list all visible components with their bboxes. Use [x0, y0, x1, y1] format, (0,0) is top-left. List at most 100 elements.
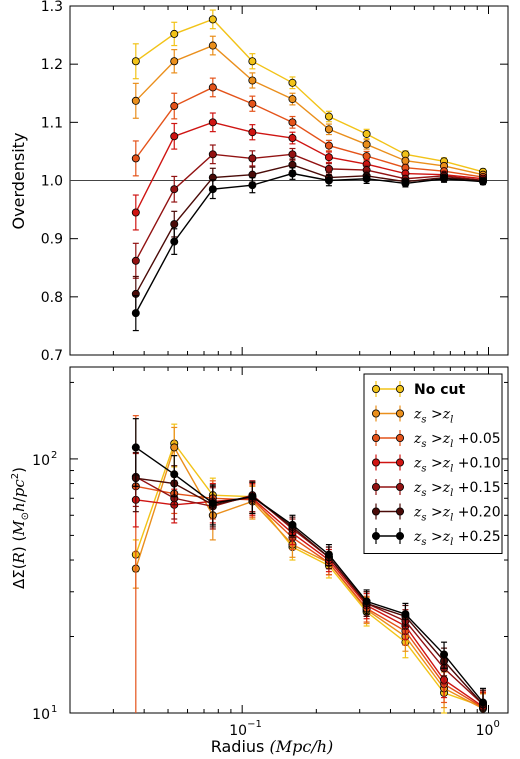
x-tick-exponent: 0 — [493, 719, 499, 730]
data-point — [131, 443, 140, 452]
top-ylabel: Overdensity — [9, 133, 28, 230]
legend-label-part: z — [413, 456, 422, 472]
series-line — [135, 442, 484, 708]
data-point — [248, 492, 257, 501]
legend-label-part: s — [421, 464, 426, 475]
legend-marker — [395, 507, 404, 516]
legend-label-part: s — [421, 488, 426, 499]
legend-label-part: s — [421, 415, 426, 426]
legend-label-part: z — [442, 407, 451, 423]
legend-marker — [371, 482, 380, 491]
legend-label-part: +0.20 — [453, 505, 500, 521]
data-point — [401, 179, 410, 188]
x-tick-label: 10 — [476, 723, 494, 739]
legend-marker — [395, 384, 404, 393]
legend-label-part: > — [427, 456, 443, 472]
legend-label: zs >zl — [413, 407, 453, 426]
y-tick-exponent: 2 — [51, 450, 57, 461]
data-point — [208, 150, 217, 159]
legend-item: zs >zl +0.15 — [371, 479, 501, 499]
legend-label-part: +0.10 — [453, 456, 500, 472]
x-tick-exponent: −1 — [247, 719, 262, 730]
data-point — [324, 550, 333, 559]
legend-label-part: s — [421, 513, 426, 524]
overdensity-panel: 0.7 0.8 0.9 1.0 1.1 1.2 1.3 — [41, 0, 509, 364]
data-point — [208, 118, 217, 127]
legend-marker — [371, 433, 380, 442]
series-6 — [131, 158, 488, 312]
legend-label-part: > — [427, 431, 443, 447]
legend-label-part: z — [413, 529, 422, 545]
data-point — [131, 57, 140, 66]
legend-label: zs >zl +0.25 — [413, 529, 501, 548]
legend-label: zs >zl +0.10 — [413, 456, 501, 475]
legend-item: zs >zl +0.05 — [371, 430, 501, 450]
data-point — [288, 169, 297, 178]
data-point — [288, 78, 297, 87]
legend-marker — [371, 384, 380, 393]
data-point — [170, 220, 179, 229]
data-point — [208, 185, 217, 194]
data-point — [324, 164, 333, 173]
data-point — [170, 29, 179, 38]
data-point — [440, 174, 449, 183]
series-line — [135, 18, 484, 173]
data-point — [131, 208, 140, 217]
data-point — [131, 96, 140, 105]
data-point — [170, 132, 179, 141]
data-point — [362, 129, 371, 138]
legend-marker — [395, 433, 404, 442]
legend-label-part: s — [421, 537, 426, 548]
data-point — [288, 118, 297, 127]
data-point — [170, 57, 179, 66]
data-point — [440, 650, 449, 659]
data-point — [131, 154, 140, 163]
data-point — [288, 150, 297, 159]
legend-marker — [371, 532, 380, 541]
legend-frame — [363, 373, 503, 554]
legend-marker — [395, 409, 404, 418]
data-point — [479, 698, 488, 707]
data-point — [362, 140, 371, 149]
legend-item: zs >zl +0.10 — [371, 454, 501, 475]
data-point — [362, 152, 371, 161]
bottom-xlabel: Radius (Mpc/h) — [211, 737, 334, 756]
legend-label-part: +0.25 — [453, 529, 500, 545]
data-point — [401, 610, 410, 619]
data-point — [248, 128, 257, 137]
legend-label-part: +0.05 — [453, 431, 500, 447]
series-line — [135, 172, 484, 314]
data-point — [479, 177, 488, 186]
y-tick-label: 1.1 — [41, 115, 63, 131]
data-point — [170, 185, 179, 194]
series-7 — [131, 167, 488, 332]
y-tick-label: 1.0 — [41, 174, 63, 190]
legend-marker — [395, 532, 404, 541]
data-point — [248, 57, 257, 66]
y-tick-label: 10 — [32, 707, 50, 723]
legend-label-part: l — [450, 488, 453, 499]
series-line — [135, 164, 484, 295]
y-tick-label: 1.2 — [41, 57, 63, 73]
legend-label-part: > — [427, 407, 443, 423]
data-point — [131, 309, 140, 318]
legend-label-part: l — [450, 513, 453, 524]
y-tick-label: 0.7 — [41, 348, 63, 364]
legend-label-part: z — [442, 505, 451, 521]
legend-label-part: z — [442, 431, 451, 447]
legend-item: zs >zl — [371, 405, 453, 426]
data-point — [170, 470, 179, 479]
legend-marker — [371, 409, 380, 418]
legend-label: No cut — [414, 382, 465, 398]
legend-marker — [395, 458, 404, 467]
legend-item: No cut — [371, 381, 465, 398]
series-7 — [131, 418, 488, 713]
data-point — [401, 156, 410, 165]
data-point — [208, 15, 217, 24]
legend-label-part: l — [450, 464, 453, 475]
data-point — [208, 499, 217, 508]
legend-label-part: l — [450, 537, 453, 548]
bottom-ylabel: ΔΣ(R) (M⊙h/pc2) — [10, 467, 31, 589]
